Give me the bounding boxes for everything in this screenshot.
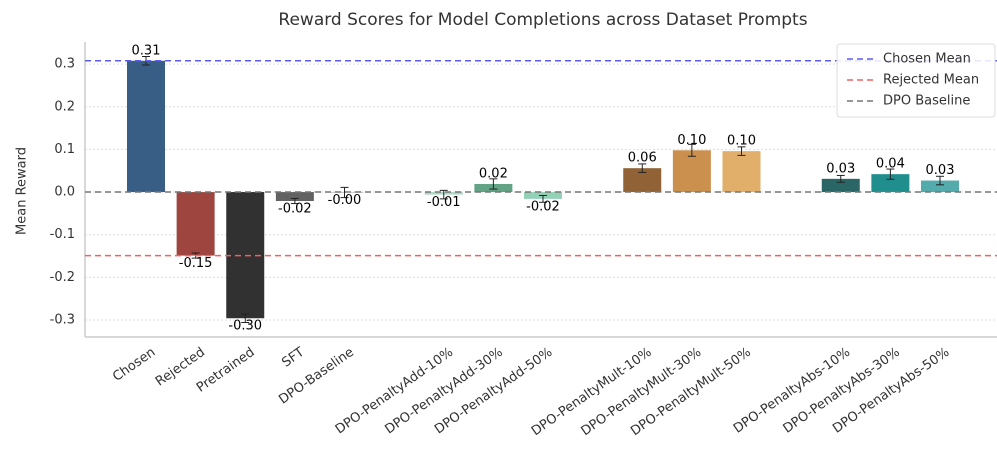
chart-title: Reward Scores for Model Completions acro… — [278, 10, 807, 30]
bar — [176, 192, 215, 256]
data-label: 0.02 — [479, 166, 508, 181]
y-tick-label: -0.3 — [50, 312, 75, 327]
y-tick-label: -0.2 — [50, 270, 75, 285]
y-tick-label: -0.1 — [50, 227, 75, 242]
bar — [821, 178, 860, 193]
bar — [127, 60, 165, 193]
y-tick-label: 0.1 — [54, 142, 75, 157]
legend-label: Chosen Mean — [883, 52, 971, 67]
y-tick-label: 0.3 — [54, 57, 75, 72]
data-label: 0.10 — [677, 133, 706, 148]
data-label: -0.02 — [526, 199, 560, 214]
y-axis-label: Mean Reward — [15, 147, 30, 235]
x-tick-label: Chosen — [110, 345, 158, 385]
data-label: 0.03 — [926, 163, 955, 178]
y-tick-label: 0.0 — [54, 185, 75, 200]
data-label: -0.30 — [228, 319, 262, 334]
x-tick-label: SFT — [279, 345, 307, 371]
data-label: 0.06 — [628, 151, 657, 166]
data-label: -0.00 — [328, 193, 362, 208]
legend-label: Rejected Mean — [883, 73, 979, 88]
data-label: 0.04 — [876, 157, 905, 172]
bar — [921, 180, 959, 193]
legend-label: DPO Baseline — [883, 94, 970, 109]
data-label: 0.10 — [727, 134, 756, 149]
legend-box — [836, 43, 996, 118]
bar — [871, 174, 910, 193]
data-label: 0.31 — [132, 43, 161, 58]
y-tick-label: 0.2 — [54, 99, 75, 114]
bar — [722, 151, 761, 193]
data-label: 0.03 — [826, 161, 855, 176]
bar — [672, 150, 711, 193]
data-label: -0.15 — [179, 256, 213, 271]
data-label: -0.01 — [427, 195, 461, 210]
data-label: -0.02 — [278, 202, 312, 217]
bar — [275, 192, 314, 202]
bar — [623, 168, 662, 193]
